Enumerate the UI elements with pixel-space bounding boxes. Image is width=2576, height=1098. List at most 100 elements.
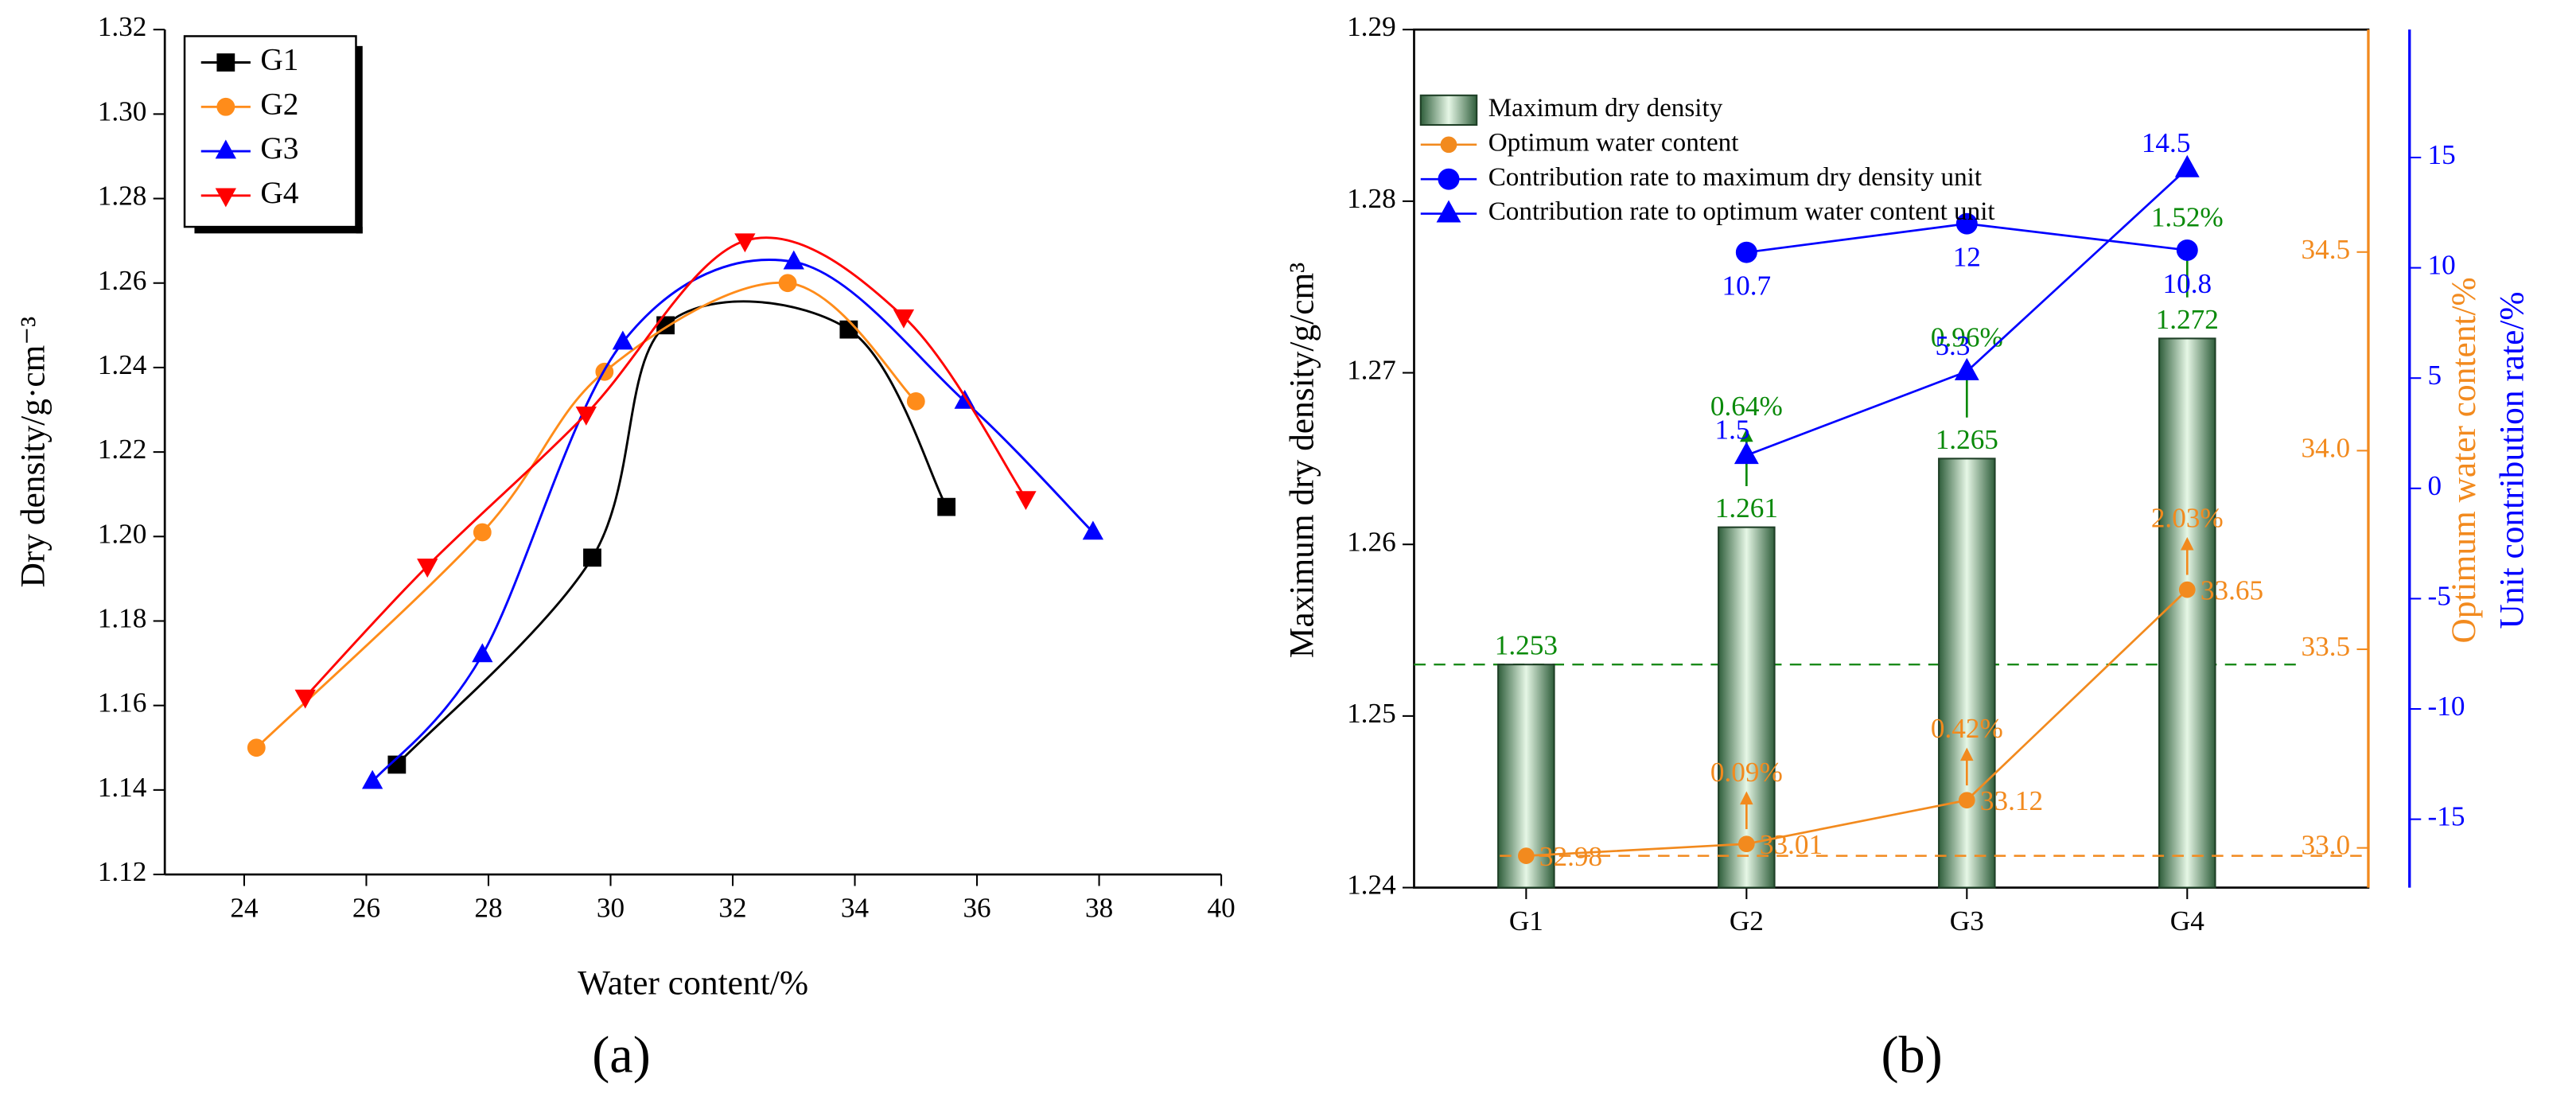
- fit-curve: [372, 259, 1094, 783]
- y2-axis-title: Optimum water content/%: [2445, 277, 2483, 643]
- legend-label: G2: [260, 86, 298, 121]
- marker: [215, 188, 236, 208]
- legend-label: Contribution rate to optimum water conte…: [1488, 197, 1995, 226]
- marker: [215, 139, 236, 159]
- data-label: 1.265: [1936, 424, 1998, 455]
- marker: [778, 274, 797, 293]
- y-tick-label: 1.30: [98, 95, 147, 127]
- y3-axis-title: Unit contribution rate/%: [2492, 291, 2531, 629]
- data-label: 33.12: [1980, 785, 2043, 816]
- data-label: 12: [1953, 242, 1981, 273]
- legend-label: G3: [260, 130, 298, 165]
- marker: [216, 97, 235, 116]
- x-tick-label: G4: [2170, 905, 2204, 936]
- marker: [216, 53, 235, 72]
- tick-label: 33.0: [2302, 830, 2351, 861]
- marker: [294, 689, 316, 709]
- y-tick-label: 1.22: [98, 434, 147, 465]
- bar: [2158, 337, 2216, 889]
- increase-label: 0.64%: [1710, 391, 1783, 422]
- data-label: 1.5: [1714, 414, 1749, 445]
- marker: [906, 392, 925, 411]
- marker: [1015, 491, 1037, 511]
- fit-curve: [304, 236, 1027, 699]
- arrow-head: [1960, 747, 1974, 761]
- tick-label: 1.28: [1347, 183, 1396, 214]
- tick-label: -5: [2428, 581, 2451, 612]
- marker: [612, 330, 634, 350]
- x-tick-label: 34: [841, 893, 870, 924]
- y-tick-label: 1.26: [98, 265, 147, 296]
- data-label: 33.01: [1760, 829, 1823, 860]
- y-tick-label: 1.16: [98, 687, 147, 718]
- tick-label: 1.27: [1347, 355, 1396, 386]
- tick-label: 1.25: [1347, 698, 1396, 729]
- marker: [1958, 792, 1975, 809]
- x-tick-label: 36: [963, 893, 990, 924]
- x-tick-label: G2: [1730, 905, 1764, 936]
- marker: [473, 523, 492, 542]
- fit-curve: [255, 281, 917, 749]
- increase-label: 2.03%: [2151, 502, 2224, 533]
- tick-label: 1.29: [1347, 11, 1396, 42]
- bar: [1938, 458, 1996, 889]
- data-label: 1.261: [1715, 493, 1778, 524]
- x-axis-title: Water content/%: [578, 964, 808, 1003]
- legend-swatch: [1419, 94, 1478, 127]
- marker: [1438, 168, 1460, 190]
- marker: [1440, 136, 1457, 154]
- legend-label: G4: [260, 175, 298, 210]
- tick-label: 0: [2428, 470, 2442, 501]
- tick-label: 1.24: [1347, 870, 1396, 901]
- marker: [575, 407, 597, 426]
- legend-label: G1: [260, 42, 298, 77]
- y-tick-label: 1.28: [98, 181, 147, 212]
- legend-shadow: [356, 45, 363, 234]
- x-tick-label: 30: [597, 893, 625, 924]
- tick-label: 5: [2428, 360, 2442, 391]
- arrow-head: [2181, 537, 2194, 551]
- x-tick-label: G3: [1950, 905, 1984, 936]
- marker: [247, 738, 266, 757]
- arrow-head: [1740, 428, 1753, 442]
- marker: [1735, 241, 1757, 263]
- x-tick-label: G1: [1509, 905, 1543, 936]
- series-line: [1526, 589, 2189, 857]
- data-label: 1.272: [2156, 304, 2219, 335]
- tick-label: 34.5: [2302, 234, 2351, 265]
- marker: [734, 233, 756, 253]
- tick-label: -10: [2428, 691, 2465, 722]
- data-label: 33.65: [2200, 574, 2263, 605]
- legend-label: Maximum dry density: [1488, 94, 1723, 123]
- tick-label: 33.5: [2302, 631, 2351, 662]
- panel-caption: (a): [592, 1026, 651, 1084]
- data-label: 32.98: [1539, 841, 1602, 872]
- y-axis-title: Dry density/g·cm⁻³: [14, 317, 53, 588]
- y-tick-label: 1.20: [98, 518, 147, 549]
- y-tick-label: 1.12: [98, 856, 147, 887]
- tick-label: 1.26: [1347, 526, 1396, 557]
- x-tick-label: 40: [1207, 893, 1235, 924]
- x-tick-label: 24: [230, 893, 259, 924]
- marker: [893, 309, 915, 329]
- marker: [783, 250, 804, 270]
- marker: [1436, 200, 1461, 223]
- marker: [362, 769, 383, 789]
- marker: [1954, 357, 1979, 380]
- marker: [1734, 442, 1759, 465]
- marker: [839, 320, 858, 339]
- increase-label: 0.09%: [1710, 757, 1783, 788]
- marker: [2178, 581, 2196, 598]
- marker: [1737, 835, 1755, 852]
- y-tick-label: 1.18: [98, 603, 147, 634]
- y-tick-label: 1.24: [98, 349, 147, 380]
- marker: [2176, 239, 2198, 261]
- arrow-head: [1740, 791, 1753, 805]
- marker: [583, 548, 601, 567]
- x-tick-label: 38: [1085, 893, 1113, 924]
- tick-label: 34.0: [2302, 432, 2351, 463]
- legend-label: Contribution rate to maximum dry density…: [1488, 163, 1982, 192]
- data-label: 10.7: [1722, 271, 1772, 302]
